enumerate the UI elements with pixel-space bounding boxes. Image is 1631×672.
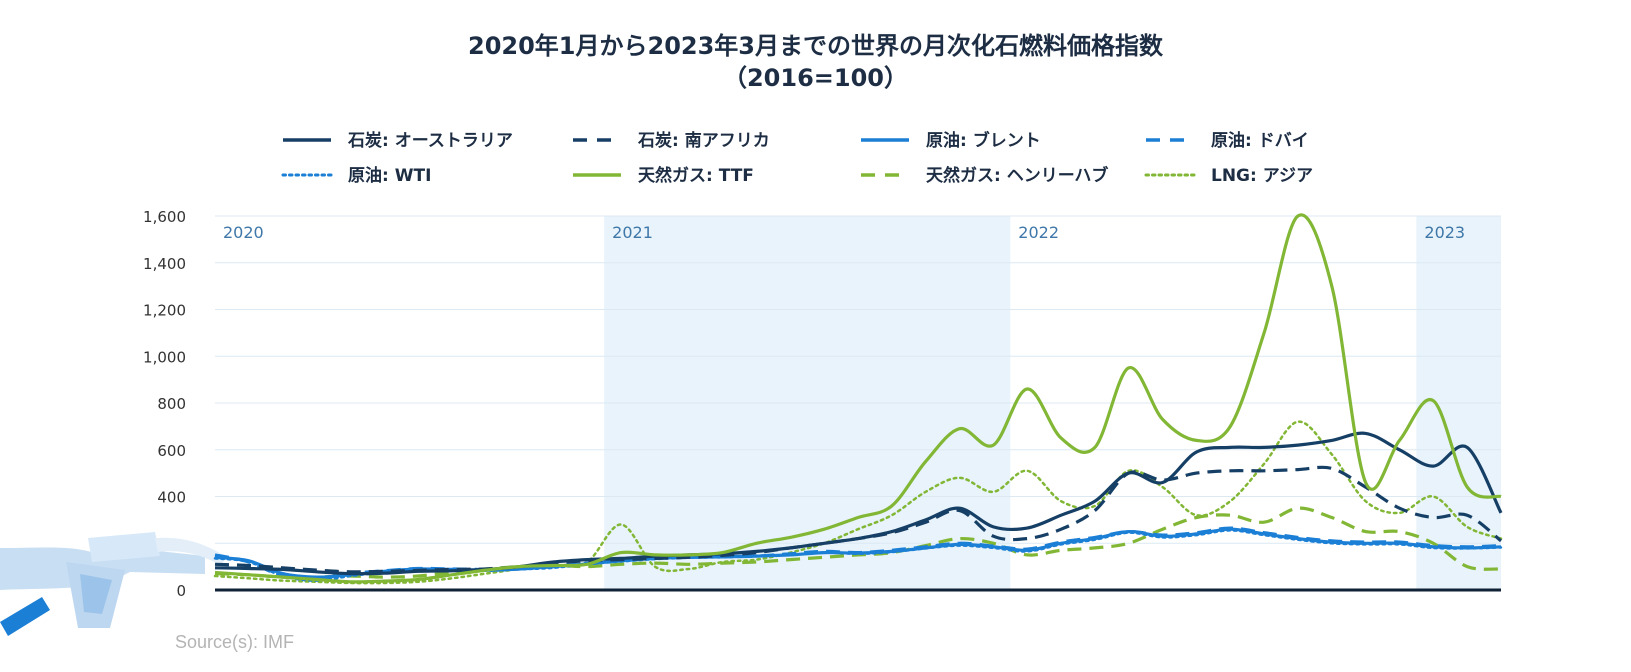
chart-subtitle: （2016=100） xyxy=(722,64,908,92)
legend-label-6: 天然ガス: ヘンリーハブ xyxy=(926,165,1108,186)
fuel-pump-nozzle-icon xyxy=(0,532,225,636)
series-lines xyxy=(213,213,1503,585)
y-tick-label: 1,600 xyxy=(143,208,186,226)
legend-label-5: 天然ガス: TTF xyxy=(638,165,754,186)
year-label-2022: 2022 xyxy=(1018,223,1059,242)
legend-label-7: LNG: アジア xyxy=(1211,166,1313,186)
year-label-2020: 2020 xyxy=(223,223,264,242)
legend-label-0: 石炭: オーストラリア xyxy=(347,130,513,151)
y-tick-label: 0 xyxy=(176,582,186,600)
y-tick-label: 1,400 xyxy=(143,255,186,273)
series-line-5 xyxy=(214,213,1502,584)
gridlines xyxy=(215,215,1501,544)
year-label-2023: 2023 xyxy=(1424,223,1465,242)
series-line-6 xyxy=(214,506,1502,579)
y-tick-label: 1,200 xyxy=(143,302,186,320)
year-labels: 2020 2021 2022 2023 xyxy=(223,223,1465,242)
legend-label-2: 原油: ブレント xyxy=(926,130,1041,151)
chart-title: 2020年1月から2023年3月までの世界の月次化石燃料価格指数 xyxy=(468,32,1163,60)
source-note: Source(s): IMF xyxy=(175,632,295,652)
year-label-2021: 2021 xyxy=(612,223,653,242)
legend-label-1: 石炭: 南アフリカ xyxy=(637,130,770,151)
series-line-0 xyxy=(214,431,1503,576)
y-axis-ticks: 0 400 600 800 1,000 1,200 1,400 1,600 xyxy=(143,208,186,600)
y-tick-label: 400 xyxy=(157,489,186,507)
legend-label-3: 原油: ドバイ xyxy=(1211,130,1309,151)
y-tick-label: 600 xyxy=(157,442,186,460)
series-line-7 xyxy=(213,420,1503,585)
y-tick-label: 1,000 xyxy=(143,348,186,366)
y-tick-label: 800 xyxy=(157,395,186,413)
series-line-2 xyxy=(214,527,1502,579)
legend-label-4: 原油: WTI xyxy=(348,165,431,186)
